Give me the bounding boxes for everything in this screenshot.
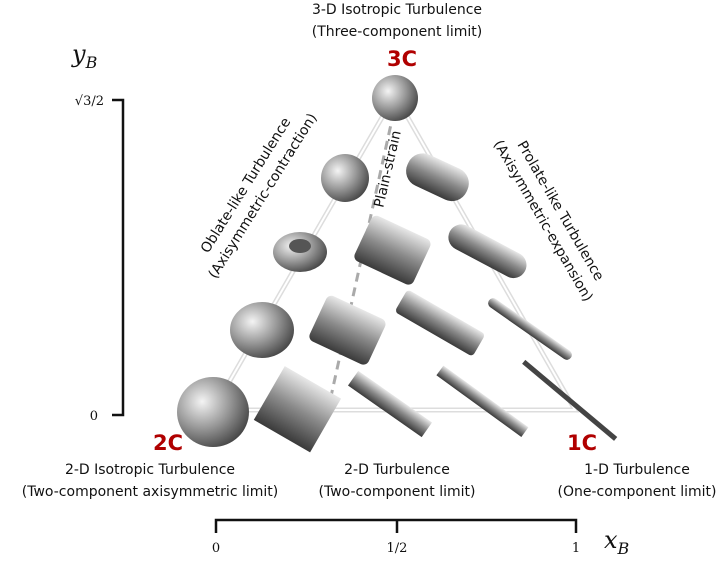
y-tick-label: √3/2 xyxy=(75,94,104,109)
right-subtitle: (One-component limit) xyxy=(558,484,717,500)
prolate-subtitle: (Axisymmetric-expansion) xyxy=(490,137,596,304)
top-subtitle: (Three-component limit) xyxy=(312,24,483,40)
bottom-title: 2-D Turbulence xyxy=(344,462,450,478)
diagram: 3C 3-D Isotropic Turbulence (Three-compo… xyxy=(0,0,724,564)
y-axis: yB √3/2 0 xyxy=(71,40,123,424)
x-axis-label: xB xyxy=(604,526,630,558)
x-tick-label: 0 xyxy=(212,541,220,556)
corner-1c: 1C xyxy=(567,431,597,455)
plain-strain-label: Plain-strain xyxy=(371,129,404,209)
x-tick-label: 1/2 xyxy=(387,541,408,556)
right-title: 1-D Turbulence xyxy=(584,462,690,478)
left-title: 2-D Isotropic Turbulence xyxy=(65,462,235,478)
corner-3c: 3C xyxy=(387,47,417,71)
corner-2c: 2C xyxy=(153,431,183,455)
x-axis: 0 1/2 1 xB xyxy=(212,520,630,558)
y-axis-label: yB xyxy=(71,40,98,72)
y-tick-label: 0 xyxy=(90,409,98,424)
top-title: 3-D Isotropic Turbulence xyxy=(312,2,482,18)
bottom-subtitle: (Two-component limit) xyxy=(319,484,476,500)
left-subtitle: (Two-component axisymmetric limit) xyxy=(22,484,278,500)
x-tick-label: 1 xyxy=(572,541,580,556)
